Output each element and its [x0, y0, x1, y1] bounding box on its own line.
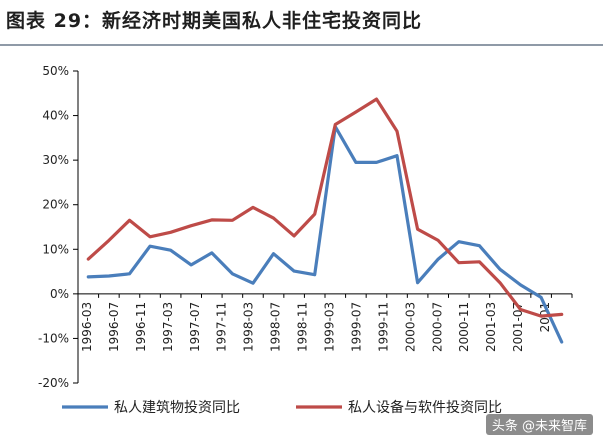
chart-title: 图表 29：新经济时期美国私人非住宅投资同比 [6, 10, 423, 32]
series-line-equipment-software [86, 97, 564, 318]
x-tick-label: 1998-03 [242, 302, 256, 352]
y-tick-label: 0% [50, 287, 69, 301]
x-tick-label: 1996-03 [80, 302, 94, 352]
x-tick-label: 1999-07 [349, 302, 363, 352]
x-tick-label: 1999-03 [323, 302, 337, 352]
x-tick-label: 2001-07 [511, 302, 525, 352]
x-tick-label: 2000-11 [457, 302, 471, 352]
legend-label: 私人建筑物投资同比 [114, 400, 240, 416]
x-tick-label: 2000-07 [430, 302, 444, 352]
y-axis-ticks: -20% -10% 0% 10% 20% 30% 40% 50% [38, 64, 78, 390]
series-line-buildings [86, 125, 564, 344]
x-tick-label: 1997-07 [188, 302, 202, 352]
series-lines [86, 97, 564, 344]
y-tick-label: 10% [42, 242, 69, 256]
x-tick-label: 1998-11 [296, 302, 310, 352]
y-tick-label: 50% [42, 64, 69, 78]
y-tick-label: 40% [42, 109, 69, 123]
y-tick-label: -20% [38, 376, 69, 390]
y-tick-label: 20% [42, 198, 69, 212]
y-tick-label: 30% [42, 153, 69, 167]
x-tick-label: 2001-03 [484, 302, 498, 352]
legend: 私人建筑物投资同比 私人设备与软件投资同比 [62, 399, 502, 416]
watermark: 头条 @未来智库 [485, 414, 593, 435]
title-divider [0, 44, 603, 46]
y-tick-label: -10% [38, 331, 69, 345]
x-tick-label: 1996-07 [107, 302, 121, 352]
x-tick-label: 1996-11 [134, 302, 148, 352]
x-axis-ticks: 1996-03 1996-07 1996-11 1997-03 1997-07 1997-… [77, 293, 573, 352]
x-tick-label: 1999-11 [376, 302, 390, 352]
legend-label: 私人设备与软件投资同比 [348, 399, 502, 416]
x-tick-label: 1997-11 [215, 302, 229, 352]
x-tick-label: 1997-03 [161, 302, 175, 352]
x-tick-label: 1998-07 [269, 302, 283, 352]
x-tick-label: 2000-03 [403, 302, 417, 352]
